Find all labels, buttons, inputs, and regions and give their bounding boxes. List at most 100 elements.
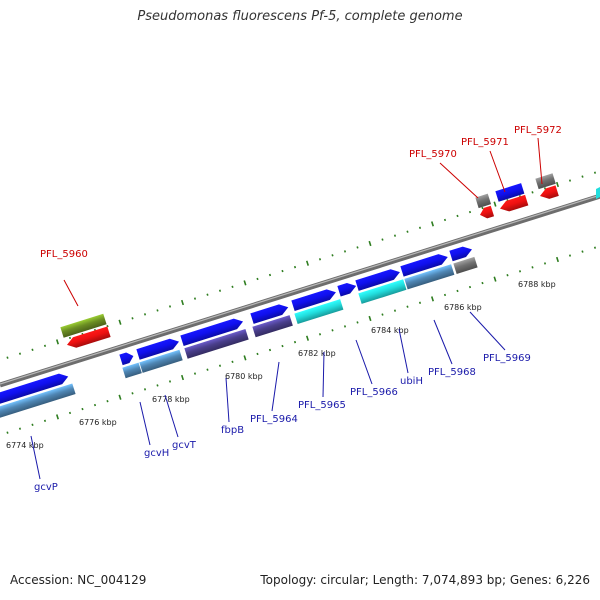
accession-label: Accession: NC_004129 xyxy=(10,573,147,587)
gene-feature-pfl-5968-cog xyxy=(404,264,455,290)
gene-feature-fbpb xyxy=(180,318,244,346)
gene-feature-gcvt-cog xyxy=(139,349,183,373)
upper-scale-tick xyxy=(55,339,60,345)
gene-label-pfl-5972: PFL_5972 xyxy=(514,125,562,136)
gene-feature-gcvh xyxy=(119,352,134,366)
lower-scale-tick xyxy=(368,315,372,322)
lower-scale-tick xyxy=(18,427,22,430)
lower-scale-tick xyxy=(318,333,322,336)
gene-label-gcvt: gcvT xyxy=(172,440,197,451)
genome-backbone xyxy=(0,193,600,388)
upper-scale-tick xyxy=(555,181,560,188)
upper-scale-tick xyxy=(531,191,534,194)
gene-label-pfl-5969: PFL_5969 xyxy=(483,353,531,364)
scale-label: 6784 kbp xyxy=(371,326,409,335)
leader-line xyxy=(433,319,453,365)
lower-scale-tick xyxy=(106,399,109,403)
gene-label-pfl-5970: PFL_5970 xyxy=(409,149,457,160)
gene-feature-pfl-5969 xyxy=(449,246,472,262)
upper-scale-tick xyxy=(393,234,397,237)
gene-feature-pfl-5966 xyxy=(337,283,357,297)
lower-scale-tick xyxy=(256,352,259,356)
lower-scale-tick xyxy=(293,340,297,344)
upper-scale-tick xyxy=(18,352,22,355)
scale-label: 6782 kbp xyxy=(298,349,336,358)
lower-scale-tick xyxy=(468,285,472,289)
upper-scale-tick xyxy=(493,201,497,207)
upper-scale-tick xyxy=(6,356,9,359)
lower-scale-tick xyxy=(31,423,34,426)
scale-label: 6778 kbp xyxy=(152,395,190,404)
lower-scale-tick xyxy=(305,335,310,341)
upper-scale-tick xyxy=(31,348,34,351)
gene-label-pfl-5960: PFL_5960 xyxy=(40,249,88,260)
gene-feature-pfl-5960 xyxy=(60,313,107,338)
upper-scale-tick xyxy=(106,324,109,328)
upper-scale-tick xyxy=(118,319,122,325)
lower-scale-tick xyxy=(456,289,459,293)
lower-scale-tick xyxy=(581,250,584,253)
lower-scale-tick xyxy=(81,407,84,411)
lower-scale-tick xyxy=(481,281,484,285)
upper-scale-tick xyxy=(406,230,409,233)
lower-scale-tick xyxy=(531,266,534,269)
scale-label: 6780 kbp xyxy=(225,372,263,381)
lower-scale-tick xyxy=(156,384,159,387)
upper-scale-tick xyxy=(305,260,310,266)
lower-scale-tick xyxy=(168,380,172,383)
gene-label-ubih: ubiH xyxy=(400,376,423,387)
leader-line xyxy=(63,279,79,307)
gene-feature-ubih-cog xyxy=(358,279,407,304)
lower-scale-tick xyxy=(568,254,572,257)
upper-scale-tick xyxy=(481,206,484,210)
upper-scale-tick xyxy=(430,221,435,227)
upper-scale-tick xyxy=(268,273,272,277)
lower-scale-tick xyxy=(55,414,60,420)
gene-feature-pfl-5964 xyxy=(250,304,289,324)
upper-scale-tick xyxy=(543,187,547,190)
gene-label-gcvh: gcvH xyxy=(144,448,169,459)
leader-line xyxy=(537,137,543,185)
upper-scale-tick xyxy=(343,250,347,253)
scale-label: 6776 kbp xyxy=(79,418,117,427)
lower-scale-tick xyxy=(430,296,435,302)
upper-scale-tick xyxy=(568,179,572,182)
lower-scale-tick xyxy=(518,270,522,273)
upper-scale-tick xyxy=(468,210,472,214)
upper-scale-tick xyxy=(231,285,234,288)
gene-label-gcvp: gcvP xyxy=(34,482,58,493)
upper-scale-tick xyxy=(131,317,134,320)
gene-feature-gcvh-cog xyxy=(122,362,142,379)
lower-scale-tick xyxy=(443,293,447,297)
leader-line xyxy=(355,339,373,385)
upper-scale-tick xyxy=(218,289,222,292)
upper-scale-tick xyxy=(593,171,597,174)
genome-backbone-highlight xyxy=(0,194,600,385)
gene-feature-fbpb-cog xyxy=(184,328,249,359)
leader-line xyxy=(164,394,179,438)
upper-scale-tick xyxy=(193,297,197,300)
leader-line xyxy=(322,351,325,398)
upper-scale-tick xyxy=(356,246,359,249)
gene-feature-pfl-5969-cog xyxy=(453,256,478,275)
upper-scale-tick xyxy=(331,254,334,257)
lower-scale-tick xyxy=(143,388,147,391)
upper-scale-tick xyxy=(443,218,447,222)
gene-label-pfl-5971: PFL_5971 xyxy=(461,137,509,148)
scale-label: 6786 kbp xyxy=(444,303,482,312)
gene-feature-pfl-5965-cog xyxy=(294,299,344,325)
gene-label-pfl-5968: PFL_5968 xyxy=(428,367,476,378)
upper-scale-tick xyxy=(143,313,147,316)
leader-line xyxy=(225,377,230,423)
lower-scale-tick xyxy=(356,321,359,324)
upper-scale-tick xyxy=(168,305,172,308)
gene-feature-pfl-5972 xyxy=(535,173,556,190)
gene-feature-offscreen xyxy=(596,187,600,199)
leader-line xyxy=(489,150,506,193)
upper-scale-tick xyxy=(381,238,384,241)
gene-label-pfl-5966: PFL_5966 xyxy=(350,387,398,398)
lower-scale-tick xyxy=(493,276,497,282)
upper-scale-tick xyxy=(418,226,422,229)
gene-feature-pfl-5970 xyxy=(475,193,492,209)
upper-scale-tick xyxy=(156,309,159,312)
